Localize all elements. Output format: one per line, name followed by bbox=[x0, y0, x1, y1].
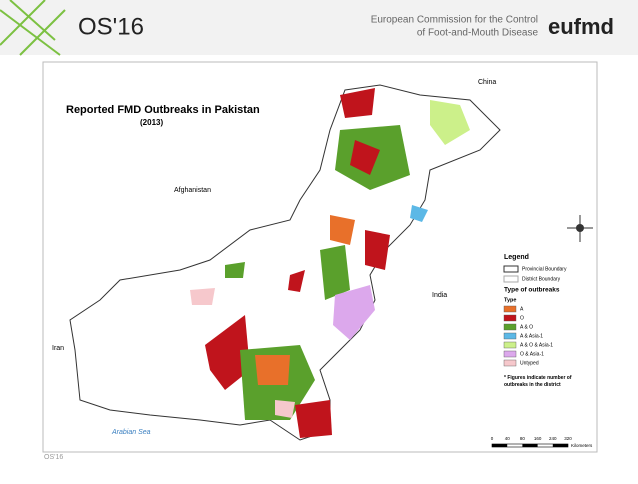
place-label: Afghanistan bbox=[174, 187, 211, 194]
legend-swatch bbox=[503, 350, 517, 358]
scale-label: 0 bbox=[491, 436, 494, 441]
legend-label: A bbox=[520, 306, 524, 312]
scale-bar: 0 40 80 160 240 320 Kilometers bbox=[491, 436, 593, 448]
legend-subheading: Type bbox=[504, 297, 516, 303]
map-subtitle: (2013) bbox=[140, 118, 163, 127]
scale-label: 160 bbox=[534, 436, 542, 441]
legend: Legend Provincial Boundary District Boun… bbox=[503, 254, 572, 388]
scale-label: 40 bbox=[505, 436, 511, 441]
legend-title: Legend bbox=[504, 254, 529, 261]
legend-label: Provincial Boundary bbox=[522, 266, 567, 272]
legend-label: O & Asia-1 bbox=[520, 351, 544, 357]
legend-swatch bbox=[503, 332, 517, 340]
place-label: India bbox=[432, 292, 447, 299]
legend-label: A & O & Asia-1 bbox=[520, 342, 553, 348]
scale-segment bbox=[492, 444, 508, 447]
legend-swatch bbox=[503, 323, 517, 331]
legend-swatch bbox=[503, 314, 517, 322]
legend-label: A & Asia-1 bbox=[520, 333, 543, 339]
brand: OS'16 bbox=[78, 13, 144, 40]
legend-label: Untyped bbox=[520, 360, 539, 366]
legend-label: O bbox=[520, 315, 524, 321]
org-line: European Commission for the Control bbox=[371, 15, 538, 26]
place-label: China bbox=[478, 79, 496, 86]
legend-label: A & O bbox=[520, 324, 533, 330]
legend-heading: Type of outbreaks bbox=[504, 287, 560, 294]
legend-swatch bbox=[503, 305, 517, 313]
header-band bbox=[0, 0, 638, 55]
legend-swatch bbox=[503, 275, 519, 283]
map-title: Reported FMD Outbreaks in Pakistan bbox=[66, 104, 260, 116]
scale-segment bbox=[522, 444, 538, 447]
place-label: Arabian Sea bbox=[111, 429, 151, 436]
footer: OS'16 bbox=[44, 454, 63, 461]
scale-label: 320 bbox=[564, 436, 572, 441]
country-shape bbox=[69, 84, 501, 441]
legend-swatch bbox=[503, 359, 517, 367]
logo: eufmd bbox=[548, 14, 614, 39]
legend-note: * Figures indicate number of outbreaks in… bbox=[504, 375, 572, 388]
scale-segment bbox=[552, 444, 568, 447]
org-line: of Foot-and-Mouth Disease bbox=[417, 28, 539, 39]
header-graphic bbox=[0, 0, 66, 56]
place-label: Iran bbox=[52, 345, 64, 352]
north-arrow bbox=[567, 215, 593, 242]
legend-label: District Boundary bbox=[522, 276, 561, 282]
scale-unit: Kilometers bbox=[571, 443, 593, 448]
legend-swatch bbox=[503, 265, 519, 273]
scale-label: 240 bbox=[549, 436, 557, 441]
scale-label: 80 bbox=[520, 436, 526, 441]
legend-swatch bbox=[503, 341, 517, 349]
